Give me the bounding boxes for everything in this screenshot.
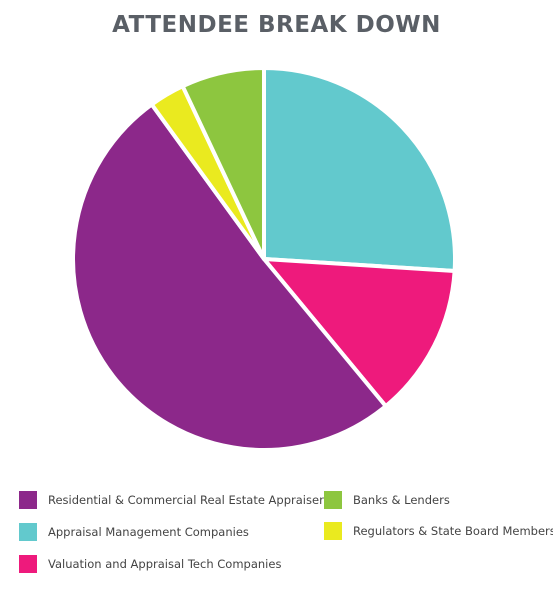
legend-label: Regulators & State Board Members [353,524,553,538]
legend-label: Valuation and Appraisal Tech Companies [48,557,282,571]
legend-label: Residential & Commercial Real Estate App… [48,493,330,507]
legend-item-banks-lenders: Banks & Lenders [324,491,450,509]
pie-slice-1 [262,257,457,409]
legend-swatch [19,523,37,541]
legend-swatch [324,491,342,509]
legend-label: Appraisal Management Companies [48,525,249,539]
legend-swatch [19,491,37,509]
pie-slice-4 [180,66,266,261]
pie-chart [71,66,457,452]
legend-item-residential-commercial-appraisers: Residential & Commercial Real Estate App… [19,491,330,509]
legend-item-regulators-state-board: Regulators & State Board Members [324,522,553,540]
legend-label: Banks & Lenders [353,493,450,507]
pie-slice-0 [262,66,457,273]
pie-slice-2 [71,102,388,452]
chart-title: ATTENDEE BREAK DOWN [112,12,441,38]
legend-item-valuation-appraisal-tech: Valuation and Appraisal Tech Companies [19,555,281,573]
legend-swatch [324,522,342,540]
legend-swatch [19,555,37,573]
legend-item-appraisal-management-companies: Appraisal Management Companies [19,523,249,541]
